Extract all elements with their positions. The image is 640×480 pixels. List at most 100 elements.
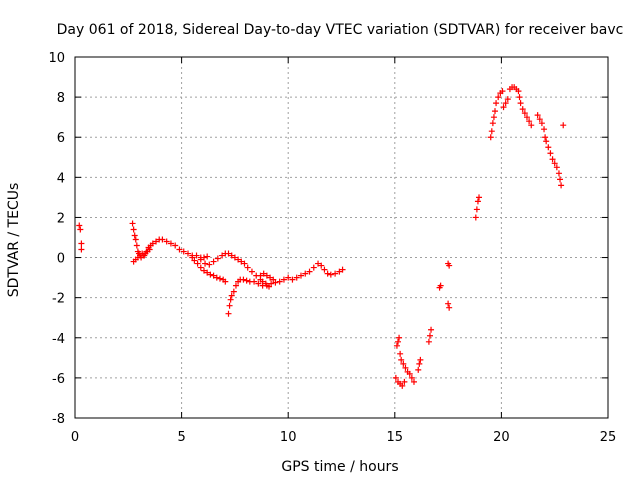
- data-point: [210, 258, 217, 265]
- data-point: [222, 278, 229, 285]
- data-point: [553, 164, 560, 171]
- plot-frame: [74, 56, 609, 419]
- data-point: [213, 274, 220, 281]
- data-point: [257, 272, 264, 279]
- data-point: [197, 256, 204, 263]
- data-point: [77, 226, 84, 233]
- data-point: [206, 261, 213, 268]
- data-point: [197, 264, 204, 271]
- chart-title: Day 061 of 2018, Sidereal Day-to-day VTE…: [57, 22, 624, 38]
- data-point: [153, 238, 160, 245]
- data-point: [557, 176, 564, 183]
- data-point: [489, 120, 496, 127]
- grid-lines: [75, 57, 608, 418]
- data-point: [78, 240, 85, 247]
- data-point: [260, 270, 267, 277]
- data-point: [396, 334, 403, 341]
- data-point: [555, 170, 562, 177]
- y-tick-label: 8: [57, 91, 65, 106]
- data-point: [133, 242, 140, 249]
- data-point: [446, 262, 453, 269]
- data-point: [210, 272, 217, 279]
- data-point: [318, 262, 325, 269]
- x-tick-label: 10: [280, 430, 297, 445]
- data-point: [129, 220, 136, 227]
- data-point: [167, 240, 174, 247]
- data-point: [523, 114, 530, 121]
- y-tick-label: -4: [52, 332, 65, 347]
- data-point: [255, 280, 262, 287]
- data-point: [267, 274, 274, 281]
- data-point: [149, 240, 156, 247]
- data-point: [241, 260, 248, 267]
- data-point: [528, 122, 535, 129]
- x-tick-label: 20: [493, 430, 510, 445]
- y-tick-label: 4: [57, 171, 65, 186]
- data-point: [244, 264, 251, 271]
- data-point: [243, 277, 250, 284]
- data-point: [551, 160, 558, 167]
- data-point: [214, 255, 221, 262]
- data-point: [310, 264, 317, 271]
- data-point: [207, 271, 214, 278]
- data-point: [235, 256, 242, 263]
- data-point: [163, 238, 170, 245]
- data-point: [504, 96, 511, 103]
- data-point: [401, 378, 408, 385]
- data-point: [200, 267, 207, 274]
- data-point: [200, 254, 207, 261]
- data-point: [394, 338, 401, 345]
- y-tick-label: -8: [52, 412, 65, 427]
- data-point: [266, 283, 273, 290]
- data-point: [131, 232, 138, 239]
- data-point: [248, 268, 255, 275]
- data-point: [184, 250, 191, 257]
- data-point: [230, 288, 237, 295]
- data-point: [526, 118, 533, 125]
- data-point: [180, 248, 187, 255]
- data-point: [339, 266, 346, 273]
- data-point: [216, 275, 223, 282]
- data-point: [204, 253, 211, 260]
- data-point: [289, 276, 296, 283]
- x-axis-label: GPS time / hours: [281, 459, 398, 475]
- data-point: [515, 88, 522, 95]
- data-point: [500, 104, 507, 111]
- data-points: [76, 84, 567, 389]
- axis-ticks: 0 5 10 15 20 25 -8 -6 -4 -2 0 2 4 6 8 10: [48, 51, 616, 445]
- data-point: [446, 304, 453, 311]
- data-point: [262, 280, 269, 287]
- data-point: [280, 276, 287, 283]
- data-point: [306, 268, 313, 275]
- data-point: [415, 366, 422, 373]
- data-point: [240, 276, 247, 283]
- data-point: [545, 144, 552, 151]
- data-point: [321, 266, 328, 273]
- data-point: [227, 296, 234, 303]
- data-point: [476, 194, 483, 201]
- data-point: [538, 120, 545, 127]
- data-point: [332, 270, 339, 277]
- data-point: [560, 122, 567, 129]
- data-point: [397, 350, 404, 357]
- data-point: [408, 374, 415, 381]
- data-point: [228, 292, 235, 299]
- data-point: [225, 250, 232, 257]
- data-point: [202, 260, 209, 267]
- data-point: [315, 260, 322, 267]
- data-point: [416, 360, 423, 367]
- data-point: [285, 274, 292, 281]
- data-point: [189, 254, 196, 261]
- data-point: [272, 279, 279, 286]
- data-point: [297, 272, 304, 279]
- data-point: [519, 106, 526, 113]
- data-point: [226, 302, 233, 309]
- data-point: [490, 114, 497, 121]
- data-point: [488, 128, 495, 135]
- data-point: [159, 236, 166, 243]
- data-point: [324, 270, 331, 277]
- y-tick-label: 6: [57, 131, 65, 146]
- data-point: [472, 214, 479, 221]
- data-point: [473, 206, 480, 213]
- data-point: [194, 260, 201, 267]
